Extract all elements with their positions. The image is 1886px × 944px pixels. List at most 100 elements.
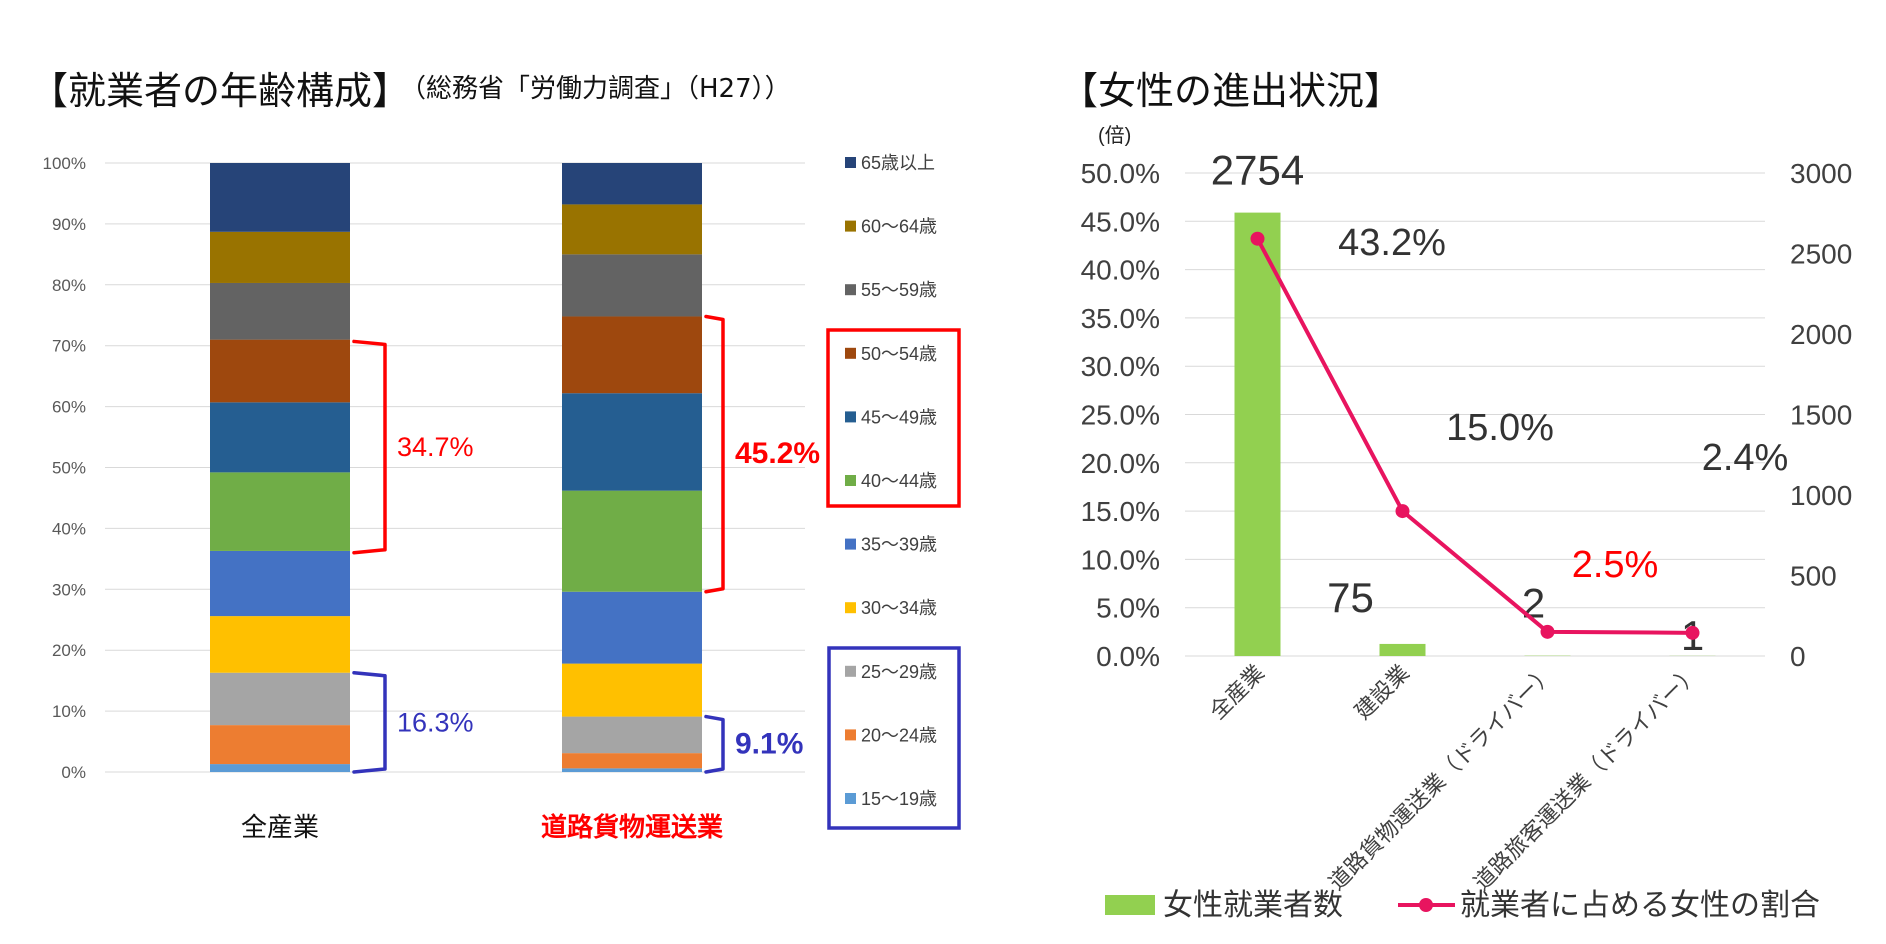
y-tick-label: 50% (52, 459, 86, 478)
legend-swatch (845, 602, 856, 614)
bar-segment (562, 768, 702, 772)
legend-label: 50〜54歳 (861, 344, 937, 364)
legend-swatch (845, 284, 856, 296)
bar-value-label: 2754 (1211, 147, 1304, 194)
legend-swatch (845, 538, 856, 550)
line-point (1250, 231, 1265, 246)
y-tick-label: 30% (52, 580, 86, 599)
bar-segment (210, 282, 350, 340)
bracket-label: 16.3% (397, 707, 474, 737)
y-tick-label: 10% (52, 702, 86, 721)
age-composition-chart: 0% 10% 20% 30% 40% 50% 60% 70% 80% 90% 100% 全産業 道路貨物… (43, 153, 961, 842)
legend-swatch (845, 157, 856, 168)
bracket-label: 34.7% (397, 432, 474, 462)
bar-segment (210, 672, 350, 726)
bracket-annotation (352, 339, 387, 555)
y-left-tick-label: 30.0% (1081, 351, 1160, 382)
bar-segment (210, 550, 350, 617)
legend-bar-swatch (1105, 895, 1155, 915)
x-category-label: 道路貨物運送業（ドライバー） (1324, 660, 1559, 895)
bar-segment (210, 725, 350, 765)
y-right-tick-label: 2500 (1790, 239, 1852, 270)
legend-label: 20〜24歳 (861, 725, 937, 745)
y-left-tick-label: 45.0% (1081, 206, 1160, 237)
bar (1234, 212, 1281, 656)
bar (1379, 643, 1426, 656)
line-value-label: 15.0% (1446, 407, 1554, 449)
legend-label: 40〜44歳 (861, 471, 937, 491)
legend-line-marker (1419, 898, 1433, 912)
y-right-tick-label: 0 (1790, 641, 1806, 672)
bar-segment (562, 163, 702, 205)
legend-swatch (845, 411, 856, 423)
y-right-tick-label: 1500 (1790, 400, 1852, 431)
y-right-tick-label: 500 (1790, 561, 1837, 592)
bracket-label: 9.1% (735, 727, 803, 760)
legend-label: 60〜64歳 (861, 217, 937, 237)
bar-segment (562, 591, 702, 664)
y-tick-label: 80% (52, 276, 86, 295)
legend-label: 25〜29歳 (861, 662, 937, 682)
legend-line-label: 就業者に占める女性の割合 (1460, 889, 1820, 922)
bar-segment (210, 616, 350, 673)
legend-label: 45〜49歳 (861, 407, 937, 427)
bracket-annotation (704, 314, 725, 594)
line-value-label: 2.5% (1572, 544, 1659, 586)
line-value-label: 43.2% (1338, 222, 1446, 264)
x-category-label: 道路旅客運送業（ドライバー） (1469, 660, 1704, 895)
y-tick-label: 100% (43, 154, 86, 173)
legend-label: 55〜59歳 (861, 280, 937, 300)
line-point (1685, 625, 1700, 640)
y-tick-label: 60% (52, 398, 86, 417)
y-left-tick-label: 25.0% (1081, 400, 1160, 431)
legend-swatch (845, 220, 856, 232)
right-chart-title: 【女性の進出状況】 (1060, 69, 1403, 113)
bar-segment (210, 402, 350, 473)
legend-highlight-blue (827, 646, 961, 830)
line-point (1540, 624, 1555, 639)
y-left-tick-label: 35.0% (1081, 303, 1160, 334)
left-chart-source: （総務省「労働力調査」（H27）） (400, 74, 791, 104)
bar-segment (562, 204, 702, 255)
legend-highlight-red (826, 328, 961, 508)
y-left-tick-label: 15.0% (1081, 496, 1160, 527)
y-left-tick-label: 40.0% (1081, 255, 1160, 286)
bracket-label: 45.2% (735, 437, 820, 470)
bar-segment (210, 163, 350, 232)
y-left-tick-label: 20.0% (1081, 448, 1160, 479)
bar-segment (210, 472, 350, 551)
legend-swatch (845, 793, 856, 804)
y-left-tick-label: 10.0% (1081, 544, 1160, 575)
legend-label: 65歳以上 (861, 153, 935, 173)
y-left-tick-label: 50.0% (1081, 158, 1160, 189)
x-category-label: 全産業 (1205, 660, 1269, 724)
y-left-tick-label: 0.0% (1096, 641, 1160, 672)
left-chart-title: 【就業者の年齢構成】 (30, 69, 411, 113)
bar-segment (210, 231, 350, 283)
bar-segment (562, 663, 702, 717)
y-right-tick-label: 1000 (1790, 480, 1852, 511)
bracket-annotation (352, 670, 387, 774)
y-axis-unit: (倍) (1098, 124, 1131, 147)
y-right-tick-label: 2000 (1790, 319, 1852, 350)
legend-swatch (845, 665, 856, 677)
bar-segment (562, 393, 702, 491)
legend-bar-label: 女性就業者数 (1163, 889, 1343, 922)
category-label: 道路貨物運送業 (541, 812, 723, 842)
bar-segment (562, 316, 702, 394)
bar-segment (562, 753, 702, 769)
legend-swatch (845, 475, 856, 486)
y-tick-label: 40% (52, 519, 86, 538)
line-value-label: 2.4% (1702, 437, 1789, 479)
line-point (1395, 504, 1410, 519)
bar-segment (562, 254, 702, 317)
bar-segment (210, 764, 350, 772)
bracket-annotation (704, 714, 725, 774)
legend-label: 15〜19歳 (861, 789, 937, 809)
legend-label: 35〜39歳 (861, 535, 937, 555)
x-category-label: 建設業 (1350, 660, 1414, 724)
bar-segment (562, 490, 702, 592)
y-tick-label: 0% (61, 763, 86, 782)
y-left-tick-label: 5.0% (1096, 593, 1160, 624)
